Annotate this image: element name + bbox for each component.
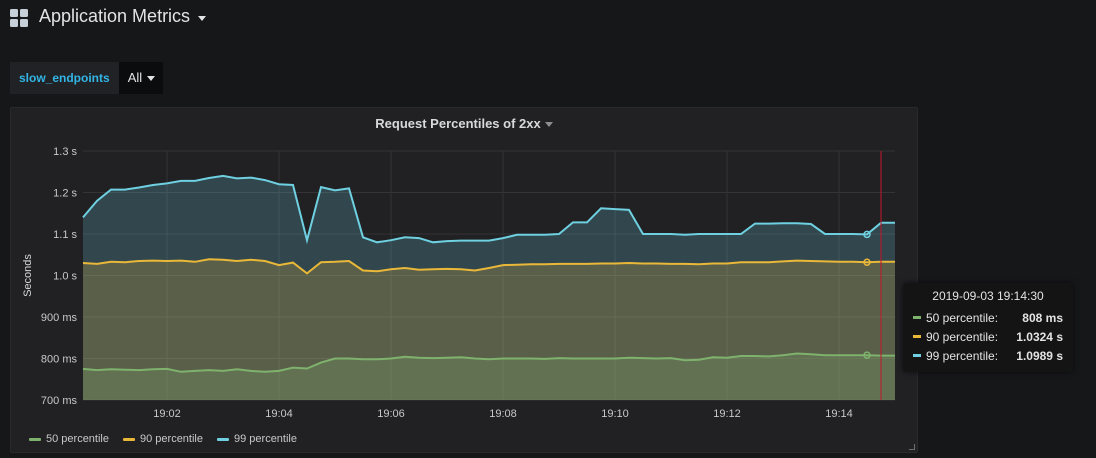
panel-resize-handle[interactable] bbox=[909, 444, 915, 450]
legend: 50 percentile 90 percentile 99 percentil… bbox=[29, 433, 297, 445]
variable-label: slow_endpoints bbox=[10, 62, 120, 94]
x-tick-label: 19:02 bbox=[153, 408, 181, 420]
chevron-down-icon bbox=[544, 122, 553, 128]
tooltip-swatch-p90 bbox=[913, 335, 921, 338]
hover-point-p90 bbox=[863, 258, 871, 266]
tooltip-row-p50: 50 percentile: 808 ms bbox=[913, 308, 1063, 327]
x-tick-label: 19:08 bbox=[489, 408, 517, 420]
y-tick-label: 700 ms bbox=[41, 395, 78, 407]
legend-label-p50: 50 percentile bbox=[46, 433, 109, 445]
hover-point-p50 bbox=[863, 351, 871, 359]
series-area-p99 bbox=[83, 175, 895, 400]
variable-value-dropdown[interactable]: All bbox=[119, 62, 164, 94]
legend-swatch-p50 bbox=[29, 437, 41, 441]
x-tick-label: 19:12 bbox=[713, 408, 741, 420]
x-tick-label: 19:04 bbox=[265, 408, 293, 420]
y-axis-label: Seconds bbox=[22, 254, 34, 297]
series-line-p50 bbox=[82, 352, 895, 373]
series-line-p99 bbox=[82, 174, 895, 245]
tooltip-name: 50 percentile: bbox=[926, 310, 999, 325]
y-tick-label: 900 ms bbox=[41, 312, 78, 324]
top-bar: Application Metrics bbox=[0, 0, 1096, 40]
panel-title-menu[interactable]: Request Percentiles of 2xx bbox=[11, 116, 917, 131]
y-tick-label: 800 ms bbox=[41, 354, 78, 366]
tooltip-swatch-p99 bbox=[913, 354, 921, 357]
variable-row: slow_endpoints All bbox=[10, 62, 164, 94]
dashboard-title: Application Metrics bbox=[39, 6, 191, 26]
y-tick-label: 1.2 s bbox=[53, 188, 77, 200]
graph-tooltip: 2019-09-03 19:14:30 50 percentile: 808 m… bbox=[903, 283, 1073, 372]
panel-title: Request Percentiles of 2xx bbox=[375, 116, 541, 131]
chevron-down-icon bbox=[198, 15, 207, 21]
legend-swatch-p99 bbox=[217, 437, 229, 441]
dashboard-grid-icon bbox=[10, 9, 29, 28]
tooltip-value: 1.0989 s bbox=[1016, 348, 1063, 363]
chevron-down-icon bbox=[147, 75, 156, 81]
x-tick-label: 19:14 bbox=[825, 408, 853, 420]
y-tick-label: 1.3 s bbox=[53, 146, 77, 158]
legend-item-p90[interactable]: 90 percentile bbox=[123, 433, 203, 445]
series-line-p90 bbox=[82, 258, 895, 275]
x-tick-label: 19:10 bbox=[601, 408, 629, 420]
legend-item-p99[interactable]: 99 percentile bbox=[217, 433, 297, 445]
tooltip-value: 808 ms bbox=[1022, 310, 1063, 325]
legend-label-p90: 90 percentile bbox=[140, 433, 203, 445]
tooltip-swatch-p50 bbox=[913, 316, 921, 319]
tooltip-row-p99: 99 percentile: 1.0989 s bbox=[913, 346, 1063, 365]
tooltip-time: 2019-09-03 19:14:30 bbox=[932, 289, 1044, 303]
x-tick-label: 19:06 bbox=[377, 408, 405, 420]
legend-item-p50[interactable]: 50 percentile bbox=[29, 433, 109, 445]
tooltip-row-p90: 90 percentile: 1.0324 s bbox=[913, 327, 1063, 346]
tooltip-name: 90 percentile: bbox=[926, 329, 999, 344]
legend-swatch-p90 bbox=[123, 437, 135, 441]
series-area-p50 bbox=[83, 353, 895, 400]
series-area-p90 bbox=[83, 259, 895, 400]
variable-value: All bbox=[127, 70, 143, 85]
y-tick-label: 1.0 s bbox=[53, 271, 77, 283]
tooltip-value: 1.0324 s bbox=[1016, 329, 1063, 344]
hover-point-p99 bbox=[863, 230, 871, 239]
y-tick-label: 1.1 s bbox=[53, 229, 77, 241]
tooltip-name: 99 percentile: bbox=[926, 348, 999, 363]
chart-area[interactable]: 700 ms 800 ms 900 ms 1.0 s 1.1 s 1.2 s 1.3 s 19… bbox=[11, 108, 919, 454]
graph-panel: 700 ms 800 ms 900 ms 1.0 s 1.1 s 1.2 s 1.3 s 19… bbox=[10, 107, 918, 453]
legend-label-p99: 99 percentile bbox=[234, 433, 297, 445]
dashboard-title-picker[interactable]: Application Metrics bbox=[39, 6, 207, 27]
